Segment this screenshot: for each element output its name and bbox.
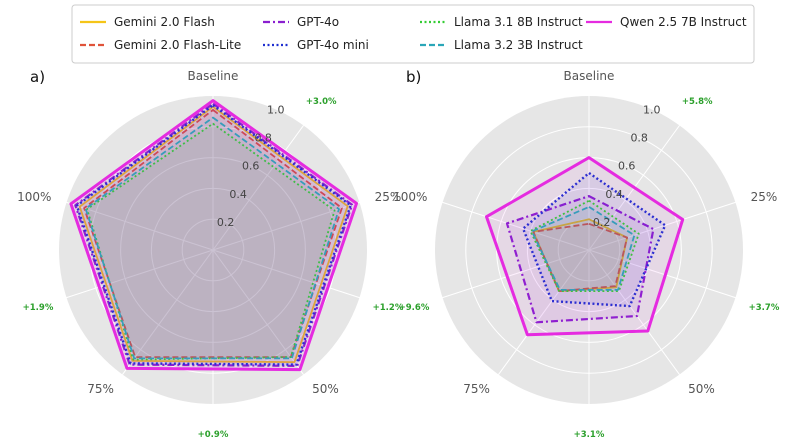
radial-tick-label: 0.2 — [593, 216, 611, 229]
axis-label-100: 100% — [393, 190, 427, 204]
series-llama-3-2-3b-instruct — [531, 205, 636, 291]
series-llama-3-1-8b-instruct — [529, 199, 640, 293]
grid-spoke — [212, 249, 304, 375]
legend-entry-llama-3-1-8b-instruct: Llama 3.1 8B Instruct — [420, 15, 583, 29]
legend-entry-gpt-4o: GPT-4o — [263, 15, 339, 29]
series-qwen-2-5-7b-instruct — [485, 156, 685, 337]
series-gemini-2-0-flash-lite — [532, 222, 628, 293]
series-llama-3-2-3b-instruct — [84, 116, 340, 360]
delta-label: +3.7% — [749, 303, 780, 313]
radial-tick-label: 0.8 — [254, 132, 272, 145]
series-gpt-4o-mini — [521, 171, 667, 308]
radial-tick-label: 0.6 — [618, 160, 636, 173]
radial-tick-label: 0.4 — [229, 188, 247, 201]
delta-label: +3.0% — [306, 97, 337, 107]
legend-entry-llama-3-2-3b-instruct: Llama 3.2 3B Instruct — [420, 38, 583, 52]
legend-label: Llama 3.1 8B Instruct — [454, 15, 583, 29]
axis-label-50: 50% — [688, 382, 715, 396]
grid-spoke — [442, 201, 590, 251]
axis-label-100: 100% — [17, 190, 51, 204]
legend-box — [71, 4, 755, 64]
axis-label-baseline: Baseline — [188, 69, 239, 83]
axis-label-75: 75% — [463, 382, 490, 396]
radial-tick-label: 0.4 — [605, 188, 623, 201]
grid-spoke-mid — [212, 125, 304, 251]
legend-entry-gpt-4o-mini: GPT-4o mini — [263, 38, 369, 52]
radar-panel-a: 0.2 0.4 0.6 0.8 1.0 Baseline 25% 50% 75% 100% +3.0… — [17, 68, 404, 440]
grid-spoke-mid — [588, 249, 736, 299]
grid-spoke-mid — [212, 249, 360, 299]
grid-spoke — [498, 249, 590, 375]
delta-label: +5.8% — [682, 97, 713, 107]
radial-tick-label: 0.2 — [217, 216, 235, 229]
series-llama-3-1-8b-instruct — [86, 122, 336, 361]
series-gemini-2-0-flash — [78, 105, 349, 364]
axis-label-50: 50% — [312, 382, 339, 396]
series-gemini-2-0-flash-lite — [83, 109, 343, 359]
series-gpt-4o-mini — [75, 103, 352, 366]
axis-label-25: 25% — [751, 190, 778, 204]
axis-label-baseline: Baseline — [564, 69, 615, 83]
radial-tick-label: 1.0 — [267, 103, 285, 116]
delta-label: +0.9% — [198, 430, 229, 440]
grid-spoke — [122, 249, 214, 375]
series-qwen-2-5-7b-instruct — [69, 99, 358, 372]
legend-label: Qwen 2.5 7B Instruct — [620, 15, 747, 29]
radial-tick-label: 0.6 — [242, 160, 260, 173]
legend-entry-gemini-2-0-flash-lite: Gemini 2.0 Flash-Lite — [80, 38, 241, 52]
legend-entry-gemini-2-0-flash: Gemini 2.0 Flash — [80, 15, 215, 29]
delta-label: +9.6% — [399, 303, 430, 313]
grid-spoke — [66, 201, 214, 251]
grid-spoke — [588, 249, 680, 375]
legend-label: Llama 3.2 3B Instruct — [454, 38, 583, 52]
delta-label: +3.1% — [574, 430, 605, 440]
legend-label: GPT-4o mini — [297, 38, 369, 52]
grid-spoke — [588, 201, 736, 251]
panel-label: a) — [30, 68, 45, 86]
grid-spoke-mid — [66, 249, 214, 299]
legend-entry-qwen-2-5-7b-instruct: Qwen 2.5 7B Instruct — [586, 15, 747, 29]
radial-tick-label: 1.0 — [643, 103, 661, 116]
delta-label: +1.2% — [373, 303, 404, 313]
grid-spoke-mid — [442, 249, 590, 299]
radar-panel-b: 0.2 0.4 0.6 0.8 1.0 Baseline 25% 50% 75% 100% +5.8… — [393, 68, 780, 440]
legend-label: GPT-4o — [297, 15, 339, 29]
axis-label-75: 75% — [87, 382, 114, 396]
radial-tick-label: 0.8 — [630, 132, 648, 145]
legend: Gemini 2.0 Flash Gemini 2.0 Flash-Lite GPT… — [71, 4, 755, 64]
axis-label-25: 25% — [375, 190, 402, 204]
delta-label: +1.9% — [23, 303, 54, 313]
legend-label: Gemini 2.0 Flash — [114, 15, 215, 29]
panel-label: b) — [406, 68, 421, 86]
legend-label: Gemini 2.0 Flash-Lite — [114, 38, 241, 52]
